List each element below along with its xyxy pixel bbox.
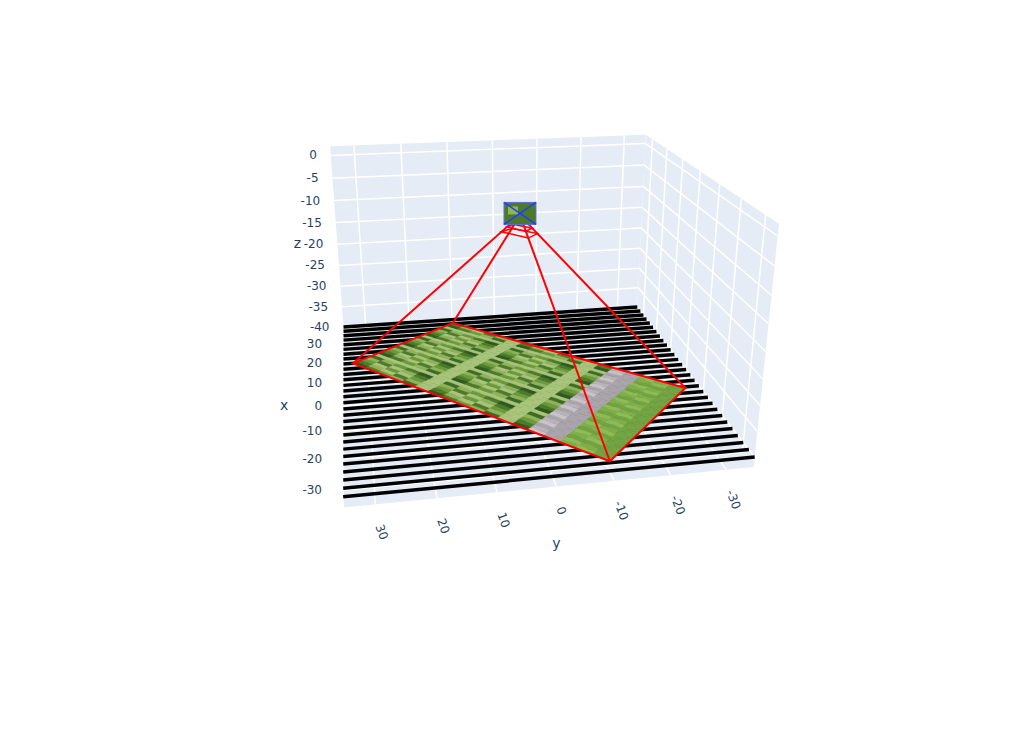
svg-text:-30: -30 <box>307 279 327 293</box>
svg-text:0: 0 <box>309 148 317 162</box>
svg-text:-15: -15 <box>302 216 322 230</box>
svg-text:-5: -5 <box>307 171 319 185</box>
svg-text:-30: -30 <box>302 483 322 497</box>
svg-text:10: 10 <box>494 511 512 530</box>
svg-text:-25: -25 <box>305 258 325 272</box>
svg-text:-10: -10 <box>611 499 631 522</box>
svg-text:0: 0 <box>553 505 569 517</box>
svg-text:-40: -40 <box>310 320 330 334</box>
svg-text:z: z <box>294 235 301 251</box>
svg-text:-35: -35 <box>308 300 328 314</box>
svg-text:-20: -20 <box>668 493 688 516</box>
svg-text:10: 10 <box>307 376 322 390</box>
svg-text:30: 30 <box>373 523 391 542</box>
svg-text:-20: -20 <box>302 452 322 466</box>
svg-text:30: 30 <box>307 337 322 351</box>
svg-text:-30: -30 <box>724 488 744 511</box>
svg-text:-20: -20 <box>304 237 324 251</box>
svg-text:-10: -10 <box>302 424 322 438</box>
svg-text:y: y <box>552 535 560 551</box>
svg-text:x: x <box>280 397 288 413</box>
svg-text:20: 20 <box>434 516 452 535</box>
svg-text:0: 0 <box>314 399 322 413</box>
svg-text:-10: -10 <box>301 194 321 208</box>
svg-text:20: 20 <box>307 356 322 370</box>
